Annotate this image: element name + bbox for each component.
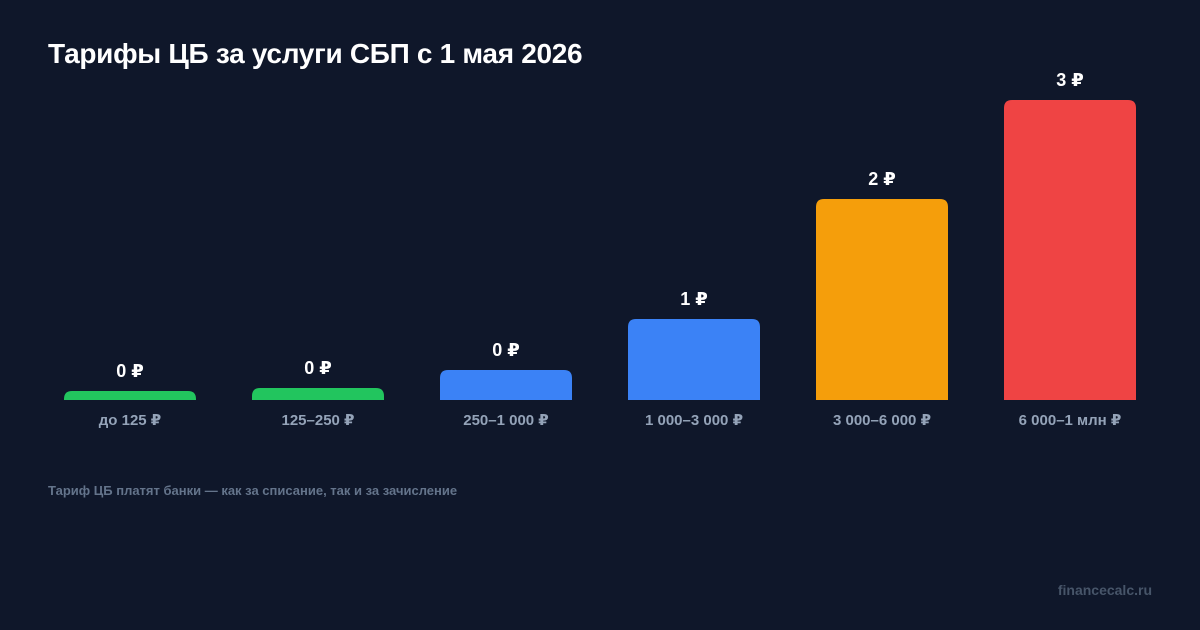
category-label: 6 000–1 млн ₽ bbox=[1019, 412, 1122, 429]
category-labels-group: до 125 ₽ 125–250 ₽ 250–1 000 ₽ 1 000–3 000 … bbox=[99, 412, 1122, 429]
bars-group bbox=[64, 100, 1136, 400]
footnote: Тариф ЦБ платят банки — как за списание,… bbox=[48, 483, 458, 498]
bar bbox=[440, 370, 572, 400]
bar bbox=[1004, 100, 1136, 400]
page-title: Тарифы ЦБ за услуги СБП с 1 мая 2026 bbox=[48, 38, 583, 69]
bar-value-label: 0 ₽ bbox=[304, 358, 332, 378]
category-label: до 125 ₽ bbox=[99, 412, 161, 429]
bar bbox=[64, 391, 196, 400]
bar bbox=[628, 319, 760, 400]
category-label: 250–1 000 ₽ bbox=[463, 412, 549, 429]
bar-value-label: 0 ₽ bbox=[492, 340, 520, 360]
bar-value-label: 0 ₽ bbox=[116, 361, 144, 381]
bar bbox=[816, 199, 948, 400]
value-labels-group: 0 ₽ 0 ₽ 0 ₽ 1 ₽ 2 ₽ 3 ₽ bbox=[116, 70, 1084, 381]
bar bbox=[252, 388, 384, 400]
watermark: financecalc.ru bbox=[1057, 582, 1152, 598]
bar-value-label: 1 ₽ bbox=[680, 289, 708, 309]
bar-value-label: 2 ₽ bbox=[868, 169, 896, 189]
category-label: 1 000–3 000 ₽ bbox=[645, 412, 743, 429]
bar-value-label: 3 ₽ bbox=[1056, 70, 1084, 90]
category-label: 125–250 ₽ bbox=[281, 412, 354, 429]
bar-chart: 0 ₽ 0 ₽ 0 ₽ 1 ₽ 2 ₽ 3 ₽ до 125 ₽ 125–250 ₽ 250–… bbox=[64, 70, 1136, 429]
category-label: 3 000–6 000 ₽ bbox=[833, 412, 931, 429]
